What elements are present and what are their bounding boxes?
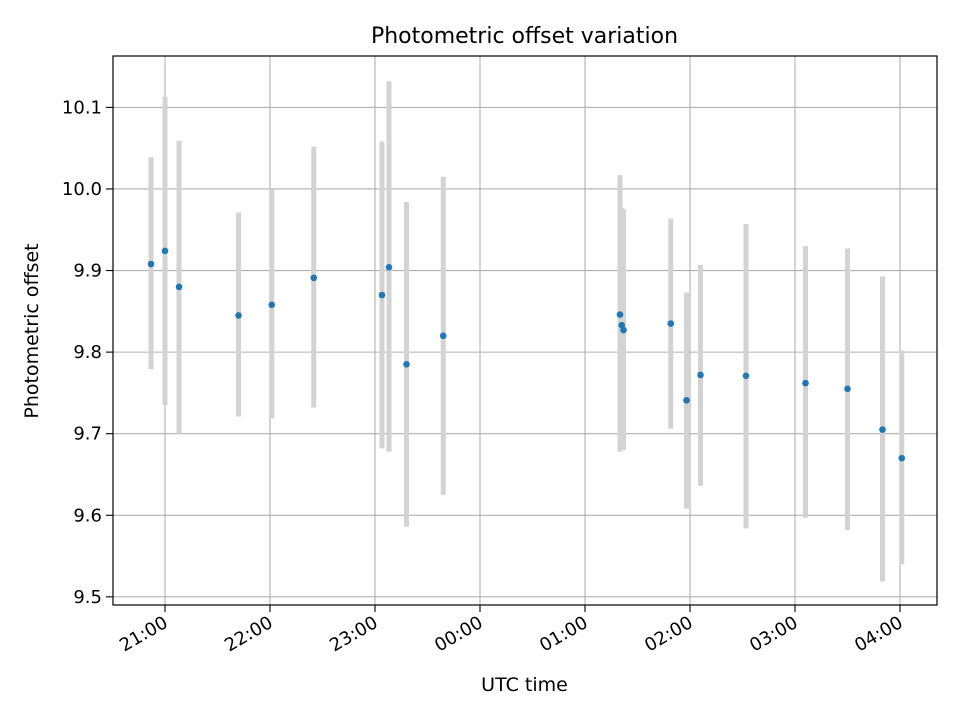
data-point [175, 283, 183, 291]
data-point [620, 326, 627, 334]
data-point [683, 396, 690, 404]
data-point [898, 454, 906, 462]
data-point [616, 311, 624, 318]
y-tick-label: 10.0 [62, 179, 102, 200]
y-axis-label: Photometric offset [21, 243, 43, 418]
data-point [697, 371, 704, 379]
y-axis-ticks: 9.5 9.6 9.7 9.8 9.9 10.0 10.1 [62, 97, 113, 608]
data-point [802, 379, 809, 387]
grid-lines [113, 56, 937, 605]
data-point [844, 385, 851, 393]
data-point [403, 361, 410, 368]
x-axis-label: UTC time [481, 674, 568, 696]
data-point [667, 320, 675, 327]
data-point [268, 301, 276, 309]
y-tick-label: 9.6 [73, 505, 102, 526]
data-point [879, 426, 886, 433]
data-point [378, 291, 386, 299]
y-tick-label: 9.7 [73, 424, 102, 445]
y-tick-label: 9.8 [73, 342, 102, 363]
data-point [385, 263, 393, 271]
y-tick-label: 9.5 [73, 587, 102, 608]
data-point [235, 312, 242, 319]
y-tick-label: 10.1 [62, 97, 102, 118]
data-points [147, 247, 906, 462]
chart-title: Photometric offset variation [371, 24, 678, 49]
data-point [161, 247, 169, 255]
plot-frame [112, 55, 938, 606]
data-point [439, 332, 447, 340]
y-tick-label: 9.9 [73, 261, 102, 282]
data-point [147, 260, 155, 268]
data-point [310, 274, 318, 282]
data-point [742, 372, 750, 380]
